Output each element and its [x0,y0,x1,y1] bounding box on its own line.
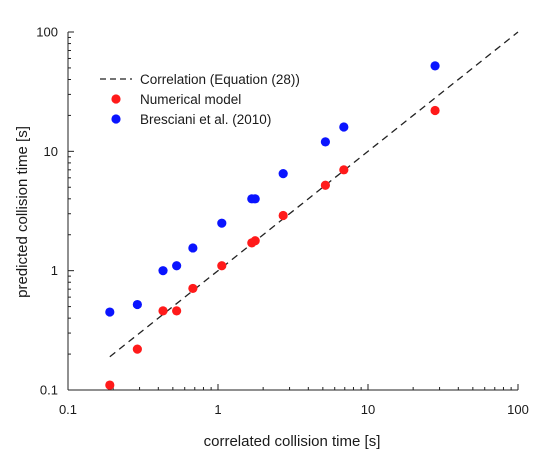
correlation-line [109,31,519,358]
numerical-model-point [132,344,142,354]
legend-dot-swatch [111,114,121,124]
numerical-model-point [430,105,440,116]
x-tick-label: 1 [214,402,221,417]
numerical-model-point [172,306,182,316]
numerical-model-point [250,236,260,246]
bresciani-point [158,266,168,276]
y-axis-label: predicted collision time [s] [14,126,31,298]
x-tick-label: 0.1 [59,402,77,417]
bresciani-point [188,243,198,253]
x-tick-label: 100 [507,402,529,417]
bresciani-point [132,299,142,310]
numerical-model-point [320,180,331,190]
numerical-model-point [339,165,349,175]
numerical-model-point [278,210,288,221]
numerical-model-point [217,261,227,271]
x-axis-label: correlated collision time [s] [204,433,381,450]
y-tick-label: 10 [44,144,58,159]
legend-dot-swatch [111,94,121,104]
bresciani-point [430,61,440,71]
bresciani-point [320,137,331,147]
bresciani-point [250,194,260,204]
y-tick-label: 100 [36,25,58,40]
bresciani-point [339,122,349,132]
y-tick-label: 1 [51,263,58,278]
bresciani-point [217,218,227,228]
plot-marks [105,31,519,390]
legend: Correlation (Equation (28)) Numerical mod… [100,72,300,127]
y-tick-label: 0.1 [40,383,58,398]
legend-label: Correlation (Equation (28)) [140,72,300,87]
x-tick-label: 10 [361,402,375,417]
numerical-model-point [188,283,198,294]
axes: 0.1 1 10 100 0.1 1 10 100 [36,25,529,418]
bresciani-point [172,261,182,271]
legend-label: Numerical model [140,92,241,107]
bresciani-point [105,307,115,317]
bresciani-point [278,169,288,179]
numerical-model-point [105,380,115,390]
legend-label: Bresciani et al. (2010) [140,112,271,127]
numerical-model-point [158,306,168,316]
